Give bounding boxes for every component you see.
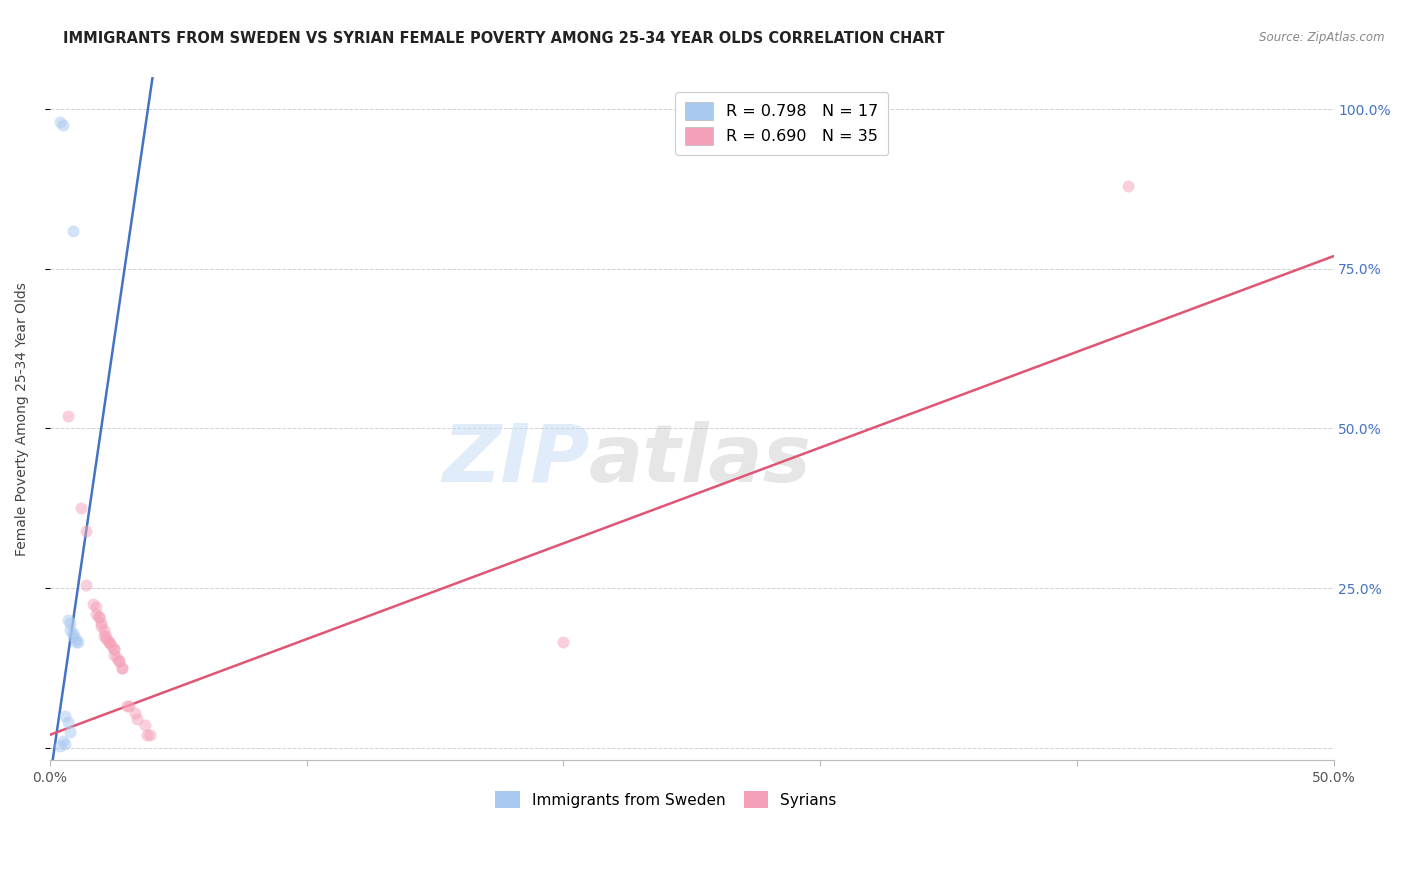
Point	[139, 728, 162, 742]
Point	[93, 623, 115, 637]
Y-axis label: Female Poverty Among 25-34 Year Olds: Female Poverty Among 25-34 Year Olds	[15, 282, 30, 556]
Point	[53, 708, 76, 723]
Text: atlas: atlas	[589, 421, 811, 499]
Point	[82, 597, 104, 611]
Point	[84, 600, 107, 615]
Text: ZIP: ZIP	[441, 421, 589, 499]
Point	[103, 641, 125, 656]
Point	[105, 651, 128, 665]
Legend: Immigrants from Sweden, Syrians: Immigrants from Sweden, Syrians	[489, 785, 844, 814]
Point	[49, 115, 72, 129]
Point	[1116, 178, 1139, 193]
Point	[62, 629, 84, 643]
Point	[90, 619, 112, 633]
Point	[84, 607, 107, 621]
Point	[87, 609, 110, 624]
Point	[56, 613, 79, 627]
Point	[96, 632, 118, 646]
Point	[59, 616, 82, 631]
Point	[118, 699, 141, 714]
Point	[49, 739, 72, 754]
Point	[108, 655, 131, 669]
Point	[553, 635, 575, 649]
Point	[52, 118, 75, 132]
Point	[69, 501, 91, 516]
Point	[56, 409, 79, 423]
Point	[97, 635, 120, 649]
Point	[75, 524, 97, 538]
Point	[115, 699, 138, 714]
Point	[96, 629, 118, 643]
Point	[62, 625, 84, 640]
Text: Source: ZipAtlas.com: Source: ZipAtlas.com	[1260, 31, 1385, 45]
Point	[97, 635, 120, 649]
Point	[67, 635, 90, 649]
Point	[127, 712, 149, 726]
Point	[111, 661, 134, 675]
Point	[65, 635, 87, 649]
Point	[53, 738, 76, 752]
Point	[100, 639, 122, 653]
Point	[134, 718, 156, 732]
Point	[103, 648, 125, 662]
Point	[108, 655, 131, 669]
Point	[136, 728, 159, 742]
Point	[59, 724, 82, 739]
Point	[59, 623, 82, 637]
Text: IMMIGRANTS FROM SWEDEN VS SYRIAN FEMALE POVERTY AMONG 25-34 YEAR OLDS CORRELATIO: IMMIGRANTS FROM SWEDEN VS SYRIAN FEMALE …	[63, 31, 945, 46]
Point	[52, 734, 75, 748]
Point	[62, 224, 84, 238]
Point	[56, 715, 79, 730]
Point	[103, 641, 125, 656]
Point	[65, 632, 87, 646]
Point	[93, 629, 115, 643]
Point	[75, 578, 97, 592]
Point	[90, 616, 112, 631]
Point	[124, 706, 146, 720]
Point	[111, 661, 134, 675]
Point	[87, 609, 110, 624]
